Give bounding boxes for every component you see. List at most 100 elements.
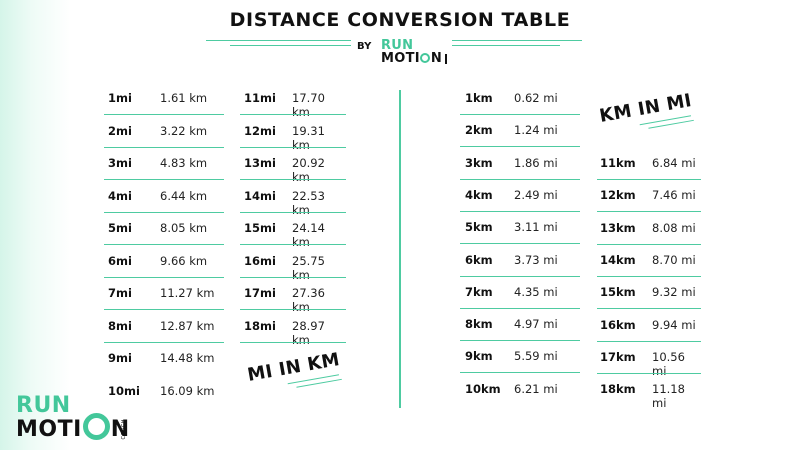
table-row: 9mi 14.48 km	[104, 343, 224, 375]
byline-brand-bottom: MOTI N	[381, 51, 443, 66]
row-separator	[460, 178, 580, 180]
title-decor-line	[230, 45, 351, 46]
row-converted-value: 11.18 mi	[652, 382, 685, 411]
logo-ring-icon	[82, 413, 110, 440]
row-unit-label: 8mi	[108, 318, 132, 333]
row-converted-value: 28.97 km	[292, 318, 325, 347]
row-unit-label: 13mi	[244, 156, 276, 170]
row-converted-value: 11.27 km	[160, 286, 215, 300]
table-row: 15mi 24.14 km	[240, 213, 346, 249]
row-converted-value: 25.75 km	[292, 253, 325, 282]
row-unit-label: 15km	[600, 285, 636, 300]
row-converted-value: 8.70 mi	[652, 252, 696, 267]
row-unit-label: 2km	[465, 123, 493, 138]
table-divider	[399, 90, 401, 408]
row-converted-value: 20.92 km	[292, 156, 325, 184]
row-converted-value: 4.83 km	[160, 156, 208, 170]
table-row: 16mi 25.75 km	[240, 246, 346, 282]
table-row: 9km 5.59 mi	[460, 341, 580, 374]
row-unit-label: 17mi	[244, 286, 276, 300]
row-separator	[240, 179, 346, 180]
row-converted-value: 19.31 km	[292, 123, 325, 152]
table-row: 18mi 28.97 km	[240, 311, 346, 347]
row-converted-value: 10.56 mi	[652, 349, 685, 378]
table-row: 11km 6.84 mi	[597, 148, 701, 180]
row-converted-value: 8.08 mi	[652, 220, 696, 235]
row-unit-label: 14mi	[244, 188, 276, 203]
row-unit-label: 6mi	[108, 253, 132, 268]
table-row: 13km 8.08 mi	[597, 213, 701, 245]
row-unit-label: 5km	[465, 220, 493, 235]
table-row: 14mi 22.53 km	[240, 181, 346, 217]
row-converted-value: 3.11 mi	[514, 220, 558, 235]
row-separator	[240, 211, 346, 213]
row-separator	[240, 276, 346, 278]
row-separator	[460, 243, 580, 245]
row-separator	[460, 210, 580, 212]
row-separator	[104, 244, 224, 245]
row-unit-label: 17km	[600, 349, 636, 364]
row-separator	[104, 276, 224, 278]
table-row: 6mi 9.66 km	[104, 246, 224, 278]
row-separator	[104, 114, 224, 115]
row-converted-value: 3.73 mi	[514, 252, 558, 267]
row-unit-label: 4mi	[108, 188, 132, 203]
row-unit-label: 16mi	[244, 253, 276, 268]
row-separator	[597, 243, 701, 245]
table-row: 17mi 27.36 km	[240, 278, 346, 314]
table-row: 13mi 20.92 km	[240, 148, 346, 184]
row-unit-label: 1mi	[108, 91, 132, 105]
row-unit-label: 1km	[465, 91, 493, 105]
row-converted-value: 1.61 km	[160, 91, 208, 105]
row-separator	[240, 309, 346, 310]
table-row: 7km 4.35 mi	[460, 277, 580, 309]
title-decor-line	[452, 45, 560, 46]
km-in-mi-stamp: KM IN MI	[597, 90, 694, 129]
page-title: DISTANCE CONVERSION TABLE	[229, 9, 571, 31]
row-converted-value: 7.46 mi	[652, 188, 696, 203]
row-converted-value: 9.94 mi	[652, 317, 696, 332]
row-unit-label: 18km	[600, 382, 636, 397]
row-converted-value: 9.32 mi	[652, 285, 696, 300]
table-row: 2mi 3.22 km	[104, 116, 224, 148]
footer-logo-bottom: MOTI N	[16, 413, 130, 442]
row-converted-value: 2.49 mi	[514, 187, 558, 202]
row-converted-value: 4.35 mi	[514, 284, 558, 299]
row-converted-value: 9.66 km	[160, 253, 208, 268]
left-gradient-decoration	[0, 0, 70, 450]
row-converted-value: 4.97 mi	[514, 317, 558, 332]
brand-byline: BY RUN MOTI N	[357, 38, 453, 68]
row-unit-label: 14km	[600, 252, 636, 267]
title-decor-line	[206, 40, 351, 41]
row-separator	[240, 114, 346, 115]
table-row: 16km 9.94 mi	[597, 310, 701, 342]
footer-logo-top: RUN	[16, 393, 71, 418]
table-row: 10km 6.21 mi	[460, 374, 580, 406]
row-separator	[240, 244, 346, 245]
row-separator	[597, 211, 701, 213]
row-unit-label: 7mi	[108, 286, 132, 300]
byline-brand-top: RUN	[381, 38, 414, 53]
row-converted-value: 8.05 km	[160, 221, 208, 235]
row-converted-value: 16.09 km	[160, 383, 215, 398]
title-decor-line	[452, 40, 582, 41]
table-row: 3mi 4.83 km	[104, 148, 224, 180]
table-row: 12mi 19.31 km	[240, 116, 346, 152]
table-row: 3km 1.86 mi	[460, 148, 580, 180]
logo-ring-icon	[420, 53, 431, 63]
mi-in-km-stamp: MI IN KM	[245, 349, 342, 388]
row-unit-label: 12km	[600, 188, 636, 203]
row-separator	[597, 372, 701, 374]
row-converted-value: 27.36 km	[292, 286, 325, 314]
row-unit-label: 9mi	[108, 351, 132, 365]
row-separator	[460, 340, 580, 342]
table-row: 5km 3.11 mi	[460, 212, 580, 245]
table-row: 14km 8.70 mi	[597, 245, 701, 277]
table-row: 18km 11.18 mi	[597, 374, 701, 410]
row-separator	[104, 146, 224, 148]
row-separator	[460, 275, 580, 277]
row-unit-label: 10mi	[108, 383, 140, 398]
table-row: 1mi 1.61 km	[104, 83, 224, 115]
row-unit-label: 12mi	[244, 123, 276, 138]
row-converted-value: 5.59 mi	[514, 349, 558, 364]
